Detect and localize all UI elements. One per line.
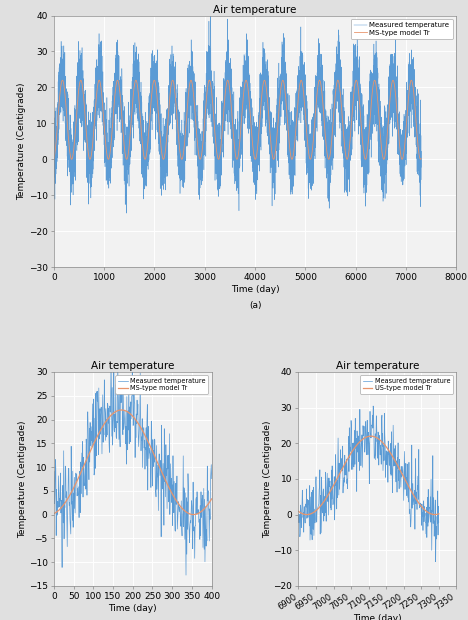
Y-axis label: Temperature (Centigrade): Temperature (Centigrade) (17, 82, 26, 200)
US-type model Tr (373, 433, 379, 441)
Measured temperature (70, 523, 76, 531)
MS-type model Tr (399, 156, 405, 163)
Measured temperature (240, 104, 246, 112)
Measured temperature (256, 151, 262, 158)
Measured temperature (314, 518, 320, 526)
Measured temperature (108, 355, 114, 362)
US-type model Tr (436, 510, 442, 518)
US-type model Tr (399, 470, 405, 477)
US-type model Tr (386, 446, 391, 454)
X-axis label: Time (day): Time (day) (353, 614, 402, 620)
Measured temperature (183, 572, 189, 579)
US-type model Tr (296, 508, 301, 515)
Legend: Measured temperature, MS-type model Tr: Measured temperature, MS-type model Tr (115, 375, 208, 394)
MS-type model Tr (70, 485, 76, 493)
Y-axis label: Temperature (Centigrade): Temperature (Centigrade) (263, 420, 272, 538)
Measured temperature (386, 437, 391, 445)
Measured temperature (436, 519, 442, 526)
MS-type model Tr (118, 406, 124, 414)
MS-type model Tr (209, 495, 214, 503)
Measured temperature (296, 510, 301, 518)
Line: Measured temperature: Measured temperature (299, 406, 439, 562)
MS-type model Tr (271, 154, 277, 161)
Line: MS-type model Tr: MS-type model Tr (54, 410, 212, 515)
Measured temperature (433, 558, 439, 565)
Line: MS-type model Tr: MS-type model Tr (54, 80, 421, 159)
Measured temperature (308, 164, 314, 171)
US-type model Tr (366, 433, 372, 440)
Legend: Measured temperature, US-type model Tr: Measured temperature, US-type model Tr (360, 375, 453, 394)
Measured temperature (151, 446, 156, 454)
Measured temperature (114, 418, 120, 425)
US-type model Tr (314, 506, 320, 513)
MS-type model Tr (166, 482, 171, 490)
MS-type model Tr (51, 510, 57, 517)
Measured temperature (208, 12, 213, 20)
MS-type model Tr (151, 450, 156, 458)
Measured temperature (51, 467, 57, 475)
Measured temperature (399, 473, 404, 480)
Measured temperature (272, 167, 278, 175)
Line: Measured temperature: Measured temperature (54, 16, 421, 213)
Title: Air temperature: Air temperature (336, 361, 419, 371)
X-axis label: Time (day): Time (day) (231, 285, 279, 294)
Measured temperature (85, 138, 91, 146)
US-type model Tr (346, 452, 352, 459)
MS-type model Tr (240, 97, 246, 105)
X-axis label: Time (day): Time (day) (109, 604, 157, 613)
Title: Air temperature: Air temperature (213, 5, 297, 15)
Measured temperature (166, 495, 172, 503)
Measured temperature (366, 440, 372, 447)
Measured temperature (346, 467, 352, 475)
Measured temperature (370, 402, 376, 410)
MS-type model Tr (59, 76, 65, 84)
MS-type model Tr (418, 155, 424, 162)
Line: Measured temperature: Measured temperature (54, 358, 212, 575)
Measured temperature (124, 210, 130, 217)
MS-type model Tr (307, 156, 313, 163)
MS-type model Tr (119, 108, 124, 115)
MS-type model Tr (166, 484, 172, 492)
Measured temperature (373, 456, 379, 463)
Measured temperature (166, 451, 171, 459)
MS-type model Tr (102, 418, 108, 426)
Measured temperature (209, 475, 214, 482)
Title: Air temperature: Air temperature (91, 361, 175, 371)
MS-type model Tr (85, 146, 91, 153)
Measured temperature (102, 436, 108, 444)
MS-type model Tr (190, 511, 196, 518)
US-type model Tr (368, 432, 373, 440)
Measured temperature (118, 118, 124, 126)
MS-type model Tr (256, 127, 262, 135)
Y-axis label: Temperature (Centigrade): Temperature (Centigrade) (18, 420, 27, 538)
MS-type model Tr (114, 407, 119, 415)
Text: (a): (a) (249, 301, 261, 310)
Measured temperature (418, 164, 424, 171)
Line: US-type model Tr: US-type model Tr (299, 436, 439, 515)
Measured temperature (51, 123, 57, 130)
Legend: Measured temperature, MS-type model Tr: Measured temperature, MS-type model Tr (351, 19, 453, 39)
MS-type model Tr (51, 155, 57, 162)
US-type model Tr (304, 511, 310, 518)
